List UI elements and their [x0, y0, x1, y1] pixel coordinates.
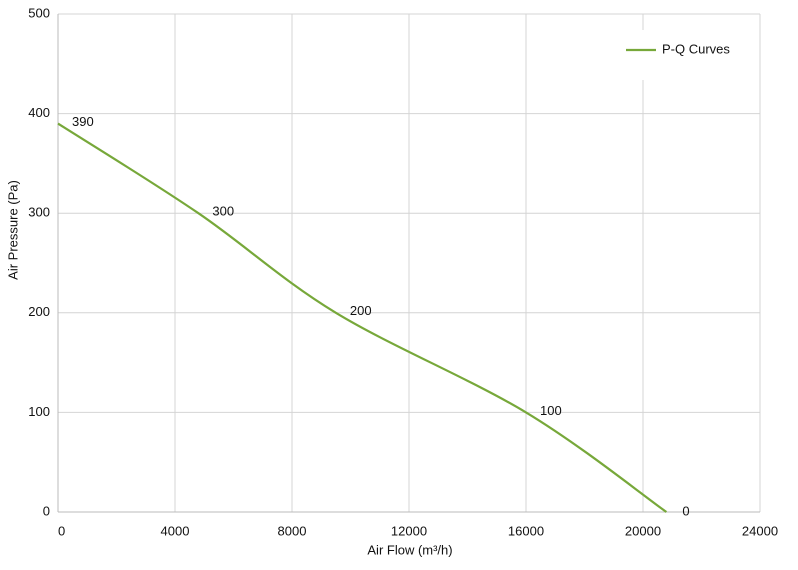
x-tick-label: 12000 [391, 523, 427, 538]
y-tick-label: 100 [28, 404, 50, 419]
y-tick-label: 300 [28, 205, 50, 220]
y-axis-label: Air Pressure (Pa) [5, 180, 20, 280]
x-tick-label: 8000 [278, 523, 307, 538]
x-tick-label: 24000 [742, 523, 778, 538]
legend-label: P-Q Curves [662, 41, 730, 56]
data-label: 100 [540, 403, 562, 418]
data-line [57, 122, 668, 513]
y-tick-label: 500 [28, 5, 50, 20]
y-tick-label: 400 [28, 105, 50, 120]
data-label: 300 [212, 204, 234, 219]
y-tick-label: 200 [28, 304, 50, 319]
legend-box [612, 30, 752, 80]
x-tick-label: 0 [58, 523, 65, 538]
y-tick-label: 0 [43, 503, 50, 518]
x-tick-label: 20000 [625, 523, 661, 538]
x-tick-label: 4000 [161, 523, 190, 538]
data-label: 390 [72, 114, 94, 129]
x-tick-label: 16000 [508, 523, 544, 538]
data-label: 200 [350, 303, 372, 318]
x-axis-label: Air Flow (m³/h) [367, 542, 452, 557]
data-label: 0 [682, 503, 689, 518]
